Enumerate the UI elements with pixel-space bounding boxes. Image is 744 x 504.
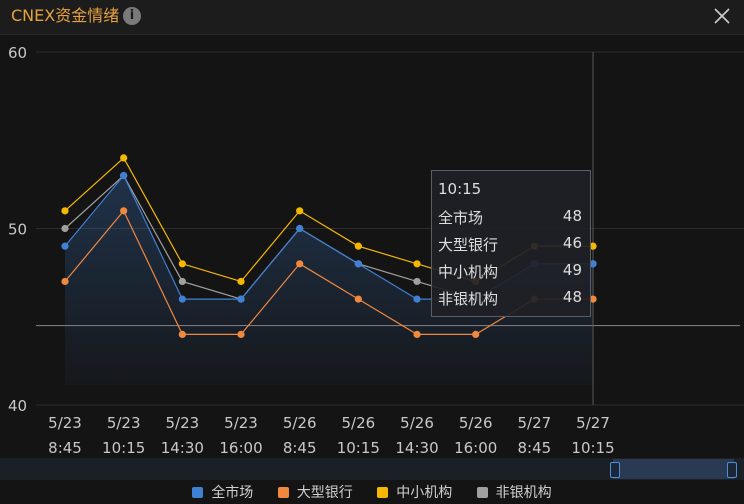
tooltip-label: 非银机构	[438, 290, 499, 308]
legend-item-nonbank[interactable]: 非银机构	[476, 484, 552, 502]
y-tick-label: 60	[8, 44, 27, 62]
tooltip-value: 49	[562, 261, 582, 279]
data-point-bank	[472, 330, 480, 338]
data-point-market	[296, 224, 304, 233]
data-point-mid	[589, 242, 597, 250]
tooltip-title: 10:15	[438, 180, 482, 198]
data-point-bank	[61, 277, 69, 286]
legend-item-market[interactable]: 全市场	[192, 484, 253, 502]
tooltip-value: 48	[562, 288, 582, 306]
data-point-nonbank	[413, 277, 421, 286]
legend-swatch	[476, 487, 488, 498]
tooltip-row-bank: 大型银行 46	[438, 234, 582, 254]
zoom-handle-left[interactable]	[610, 462, 620, 478]
data-point-mid	[178, 260, 186, 268]
data-point-nonbank	[178, 277, 186, 286]
area-fill-market	[65, 175, 594, 385]
legend-label: 全市场	[211, 485, 254, 501]
legend-swatch	[277, 487, 289, 498]
x-tick-label-time: 8:45	[48, 439, 82, 457]
legend-swatch	[192, 487, 204, 498]
line-chart: 40 50 60 5/23 8:45 5/23 10:15 5/23 14:30 5/23 16:0…	[8, 44, 744, 457]
data-point-market	[120, 171, 128, 180]
x-tick-label-date: 5/26	[342, 414, 376, 432]
legend-label: 中小机构	[396, 485, 453, 501]
x-tick-label-date: 5/26	[459, 414, 493, 432]
x-tick-label-date: 5/23	[107, 414, 141, 432]
x-tick-label-date: 5/23	[48, 414, 82, 432]
data-point-bank	[120, 207, 128, 215]
y-tick-label: 40	[8, 397, 27, 415]
tooltip-label: 中小机构	[438, 263, 499, 281]
data-point-market	[61, 242, 69, 250]
data-zoom-slider[interactable]	[0, 458, 744, 480]
data-point-market	[178, 295, 186, 303]
tooltip-label: 大型银行	[438, 236, 499, 254]
x-tick-label-time: 10:15	[571, 439, 614, 457]
zoom-window[interactable]	[610, 459, 737, 479]
tooltip-row-market: 全市场 48	[438, 207, 582, 227]
tooltip-label: 全市场	[438, 209, 484, 227]
legend-item-bank[interactable]: 大型银行	[277, 484, 353, 502]
close-icon[interactable]	[712, 6, 732, 26]
chart-tooltip: 10:15 全市场 48 大型银行 46 中小机构 49 非银机构 48	[431, 170, 591, 317]
x-tick-label-time: 14:30	[161, 439, 204, 457]
data-point-bank	[413, 330, 421, 338]
x-tick-label-time: 10:15	[337, 439, 380, 457]
data-point-mid	[61, 207, 69, 215]
data-point-market	[354, 260, 362, 268]
x-tick-label-date: 5/23	[224, 414, 258, 432]
legend-label: 大型银行	[296, 485, 353, 501]
x-tick-label-time: 10:15	[102, 439, 145, 457]
x-tick-label-date: 5/26	[283, 414, 317, 432]
y-tick-label: 50	[8, 221, 27, 239]
zoom-handle-right[interactable]	[727, 462, 737, 478]
data-point-bank	[589, 295, 597, 303]
legend-swatch	[377, 487, 389, 498]
tooltip-value: 46	[562, 234, 582, 252]
x-tick-label-time: 8:45	[518, 439, 552, 457]
x-tick-label-time: 16:00	[219, 439, 262, 457]
data-point-mid	[237, 277, 245, 286]
chart-legend: 全市场 大型银行 中小机构 非银机构	[0, 484, 744, 502]
x-tick-label-date: 5/27	[518, 414, 552, 432]
data-point-market	[589, 260, 597, 268]
tooltip-value: 48	[562, 207, 582, 225]
data-point-bank	[178, 330, 186, 338]
x-tick-label-time: 14:30	[395, 439, 438, 457]
data-point-bank	[354, 295, 362, 303]
x-tick-label-date: 5/23	[165, 414, 199, 432]
data-point-mid	[354, 242, 362, 250]
x-tick-label-time: 8:45	[283, 439, 317, 457]
data-point-market	[237, 295, 245, 303]
tooltip-row-mid: 中小机构 49	[438, 261, 582, 281]
data-point-mid	[120, 154, 128, 162]
page-title: CNEX资金情绪	[11, 6, 120, 25]
legend-item-mid[interactable]: 中小机构	[377, 484, 452, 502]
data-point-bank	[296, 260, 304, 268]
x-tick-label-date: 5/26	[400, 414, 434, 432]
window-header: CNEX资金情绪 i	[0, 0, 744, 35]
data-point-mid	[296, 207, 304, 215]
data-point-mid	[413, 260, 421, 268]
x-tick-label-time: 16:00	[454, 439, 497, 457]
info-icon[interactable]: i	[123, 7, 141, 25]
tooltip-row-nonbank: 非银机构 48	[438, 288, 582, 308]
data-point-market	[413, 295, 421, 303]
data-point-nonbank	[61, 224, 69, 233]
x-tick-label-date: 5/27	[576, 414, 610, 432]
legend-label: 非银机构	[495, 485, 552, 501]
data-point-bank	[237, 330, 245, 338]
